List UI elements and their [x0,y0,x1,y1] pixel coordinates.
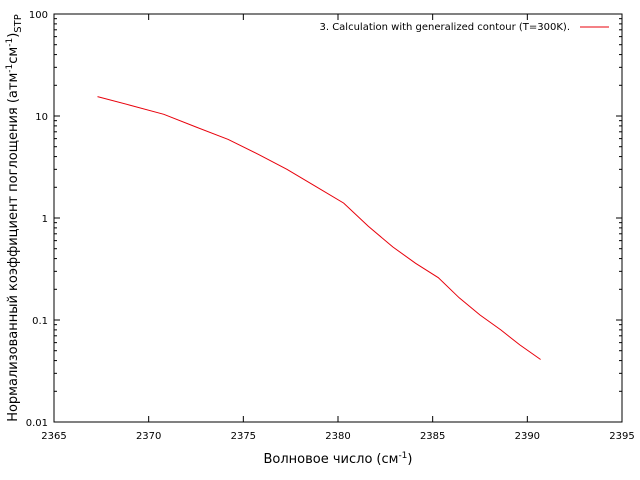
y-axis-title-main: Нормализованный коэффициент поглощения (… [6,73,21,422]
legend-label: 3. Calculation with generalized contour … [319,22,570,33]
x-axis-ticks: 2365 2370 2375 2380 2385 2390 2395 [41,14,635,442]
series-layer [97,96,541,360]
x-axis-title-main: Волновое число [263,452,372,467]
x-axis-title-unit-sup: -1 [398,451,407,461]
x-tick-label: 2385 [420,431,445,442]
x-axis-title-unit: (см [376,452,398,467]
x-axis-title: Волновое число (см-1) [263,451,412,467]
x-tick-label: 2380 [325,431,350,442]
y-axis-title-close: ) [6,33,21,38]
y-tick-label: 0.01 [26,418,48,429]
x-tick-label: 2390 [515,431,540,442]
y-axis-title-sup1: -1 [5,64,15,73]
x-axis-title-unit-close: ) [407,452,412,467]
series-line [97,96,541,360]
y-tick-label: 10 [35,112,48,123]
y-tick-label: 100 [29,10,48,21]
y-tick-label: 1 [42,214,48,225]
y-axis-title: Нормализованный коэффициент поглощения (… [5,14,24,422]
x-tick-label: 2375 [231,431,256,442]
legend: 3. Calculation with generalized contour … [319,22,609,33]
y-axis-title-sup2: -1 [5,38,15,47]
y-axis-title-mid: см [6,47,21,64]
y-tick-label: 0.1 [32,316,48,327]
y-axis-ticks: 0.01 0.1 1 10 100 [26,10,622,429]
y-axis-title-sub: STP [13,14,24,33]
x-tick-label: 2365 [41,431,66,442]
x-tick-label: 2395 [609,431,634,442]
x-tick-label: 2370 [136,431,161,442]
